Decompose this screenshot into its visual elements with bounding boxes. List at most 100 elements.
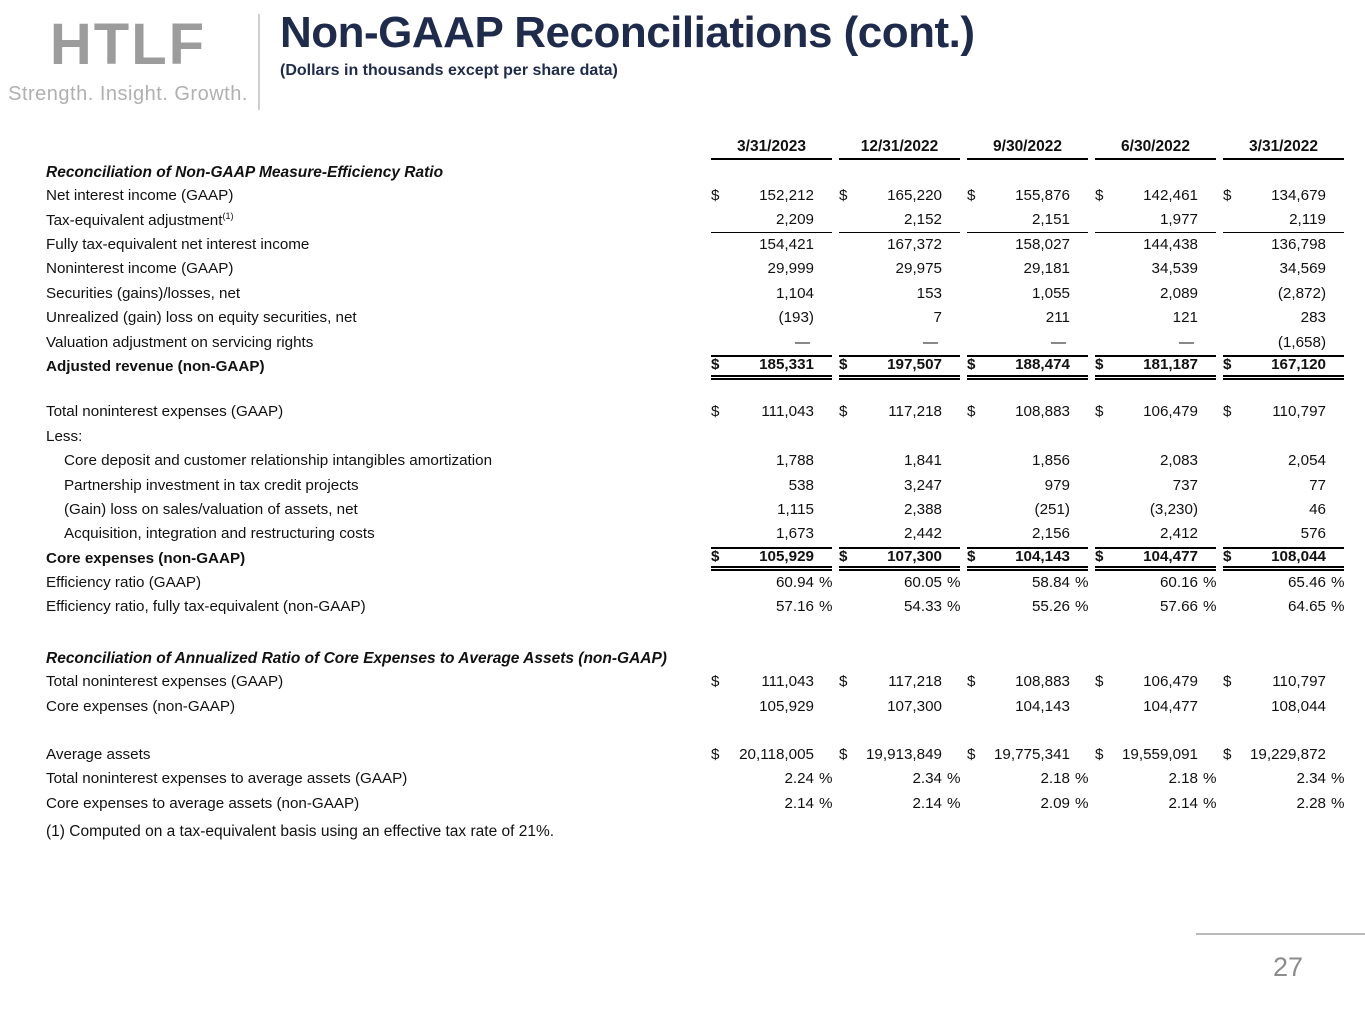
dollar-sign: $: [967, 548, 976, 566]
dollar-sign: $: [711, 746, 720, 764]
cell-value: 2,152: [903, 211, 942, 229]
cell-value: 19,229,872: [1249, 746, 1326, 764]
value-cell: $20,118,005: [711, 743, 832, 767]
table-row: Average assets $20,118,005 $19,913,849 $19,…: [46, 743, 1344, 767]
cell-value: 152,212: [759, 187, 814, 205]
cell-value: 211: [1045, 309, 1070, 327]
column-header: 6/30/2022: [1095, 136, 1216, 160]
value-cell: $188,474: [967, 355, 1088, 380]
cell-value: 2.14: [784, 794, 814, 812]
value-cell: 54.33%: [839, 596, 961, 620]
cell-value: 117,218: [888, 403, 942, 421]
row-label: Unrealized (gain) loss on equity securit…: [46, 309, 357, 327]
value-cell: $19,913,849: [839, 743, 960, 767]
cell-value: 117,218: [888, 673, 942, 691]
cell-value: 58.84: [1031, 574, 1070, 592]
reconciliation-table: 3/31/2023 12/31/2022 9/30/2022 6/30/2022 3/3…: [46, 136, 1345, 841]
cell-value: 538: [788, 476, 814, 494]
value-cell: $167,120: [1223, 355, 1344, 380]
row-label: Noninterest income (GAAP): [46, 260, 234, 278]
cell-value: 107,300: [887, 548, 942, 566]
value-cell: 29,181: [967, 258, 1088, 282]
cell-value: 1,673: [775, 525, 814, 543]
value-cell: 1,673: [711, 522, 832, 546]
value-cell: $104,477: [1095, 546, 1216, 572]
dollar-sign: $: [839, 673, 848, 691]
value-cell: 2,089: [1095, 282, 1216, 306]
cell-value: 20,118,005: [739, 746, 814, 764]
cell-value: 158,027: [1015, 236, 1070, 253]
value-cell: 576: [1223, 522, 1344, 546]
value-cell: (3,230): [1095, 498, 1216, 522]
value-cell: $19,775,341: [967, 743, 1088, 767]
cell-value: 142,461: [1143, 187, 1198, 205]
dollar-sign: $: [967, 673, 976, 691]
cell-value: 106,479: [1143, 673, 1198, 691]
value-cell: 1,055: [967, 282, 1088, 306]
table-row: Total noninterest expenses to average as…: [46, 768, 1345, 792]
percent-sign: %: [947, 574, 961, 592]
cell-value: 104,143: [1015, 697, 1070, 715]
dollar-sign: $: [839, 187, 848, 205]
table-row: Valuation adjustment on servicing rights…: [46, 331, 1344, 355]
dollar-sign: $: [839, 403, 848, 421]
value-cell: 2,442: [839, 522, 960, 546]
cell-value: 2,209: [775, 211, 814, 229]
cell-value: 144,438: [1143, 236, 1198, 253]
value-cell: 34,569: [1223, 258, 1344, 282]
value-cell: 1,856: [967, 449, 1088, 473]
row-label: Core deposit and customer relationship i…: [64, 452, 493, 470]
value-cell: 1,115: [711, 498, 832, 522]
footer-divider: [1196, 933, 1365, 935]
cell-value: 2,151: [1031, 211, 1070, 229]
row-label: Less:: [46, 427, 83, 445]
cell-value: 104,477: [1143, 548, 1198, 566]
dollar-sign: $: [967, 187, 976, 205]
value-cell: [1223, 425, 1344, 449]
cell-value: 29,975: [895, 260, 942, 278]
value-cell: 7: [839, 306, 960, 330]
table-row: Efficiency ratio, fully tax-equivalent (…: [46, 596, 1345, 620]
cell-value: 104,143: [1015, 548, 1070, 566]
value-cell: (193): [711, 306, 832, 330]
cell-value: 65.46: [1287, 574, 1326, 592]
percent-sign: %: [1331, 794, 1345, 812]
table-row: (Gain) loss on sales/valuation of assets…: [46, 498, 1344, 522]
cell-value: 1,977: [1159, 211, 1198, 229]
dollar-sign: $: [839, 746, 848, 764]
dollar-sign: $: [839, 356, 848, 374]
value-cell: 29,975: [839, 258, 960, 282]
table-row: Efficiency ratio (GAAP) 60.94% 60.05% 58.84…: [46, 571, 1345, 595]
value-cell: 57.16%: [711, 596, 833, 620]
cell-value: 1,856: [1031, 452, 1070, 470]
cell-value: 154,421: [759, 236, 814, 253]
value-cell: 979: [967, 474, 1088, 498]
row-label: Reconciliation of Non-GAAP Measure-Effic…: [46, 163, 444, 181]
cell-value: 110,797: [1272, 403, 1326, 421]
cell-value: (3,230): [1149, 500, 1198, 518]
row-label: Total noninterest expenses (GAAP): [46, 673, 284, 691]
value-cell: $106,479: [1095, 670, 1216, 694]
cell-value: (193): [778, 309, 814, 327]
percent-sign: %: [947, 598, 961, 616]
value-cell: $19,229,872: [1223, 743, 1344, 767]
percent-sign: %: [1203, 598, 1217, 616]
table-row: Core expenses (non-GAAP) $105,929 $107,300…: [46, 546, 1344, 572]
row-label: Acquisition, integration and restructuri…: [64, 525, 375, 543]
dollar-sign: $: [711, 673, 720, 691]
value-cell: 2,083: [1095, 449, 1216, 473]
value-cell: (251): [967, 498, 1088, 522]
dollar-sign: $: [711, 403, 720, 421]
dollar-sign: $: [1223, 403, 1232, 421]
logo-text: HTLF: [49, 12, 207, 77]
value-cell: $108,044: [1223, 546, 1344, 572]
value-cell: 46: [1223, 498, 1344, 522]
value-cell: $134,679: [1223, 184, 1344, 208]
dollar-sign: $: [1223, 746, 1232, 764]
value-cell: 60.16%: [1095, 571, 1217, 595]
value-cell: $111,043: [711, 401, 832, 425]
cell-value: 2.14: [1168, 794, 1198, 812]
percent-sign: %: [819, 770, 833, 788]
value-cell: $106,479: [1095, 401, 1216, 425]
